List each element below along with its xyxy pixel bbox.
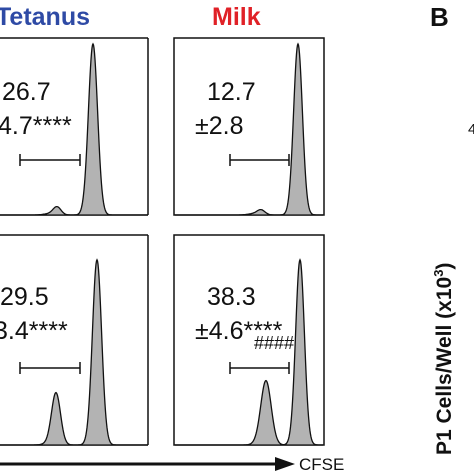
- gate-top-right: [229, 154, 290, 166]
- histogram-top-right: [175, 42, 323, 216]
- stat-sd-top-right: ±2.8: [195, 112, 243, 140]
- gate-bottom-right: [229, 362, 290, 374]
- histogram-bottom-left: [0, 258, 148, 446]
- stat-value-bottom-right: 38.3: [207, 283, 256, 311]
- stat-sd-bottom-right: ±4.6****: [195, 317, 283, 345]
- y-axis-label-main: P1 Cells/Well (x10: [433, 277, 456, 455]
- x-axis-label: CFSE: [299, 455, 344, 474]
- edge-tick-label: 4: [468, 121, 474, 138]
- column-header-tetanus: Tetanus: [0, 3, 90, 31]
- gate-bottom-left: [19, 362, 81, 374]
- svg-text:P1 Cells/Well (x103): P1 Cells/Well (x103): [431, 263, 456, 455]
- histogram-top-left: [0, 42, 148, 216]
- stat-sd-bottom-left: 3.4****: [0, 317, 68, 345]
- panel-letter-b: B: [430, 2, 449, 32]
- y-axis-label: P1 Cells/Well (x103): [431, 263, 456, 455]
- stat-sd-top-left: 4.7****: [0, 112, 72, 140]
- stat-note-bottom-right: ####: [254, 333, 294, 353]
- cfse-axis-arrow: [0, 457, 295, 471]
- column-header-milk: Milk: [212, 3, 261, 31]
- stat-value-bottom-left: 29.5: [0, 283, 49, 311]
- gate-top-left: [19, 154, 81, 166]
- y-axis-label-sup: 3: [431, 270, 446, 277]
- y-axis-label-end: ): [433, 263, 456, 270]
- stat-value-top-right: 12.7: [207, 78, 256, 106]
- stat-value-top-left: 26.7: [2, 78, 51, 106]
- histogram-bottom-right: [175, 258, 323, 446]
